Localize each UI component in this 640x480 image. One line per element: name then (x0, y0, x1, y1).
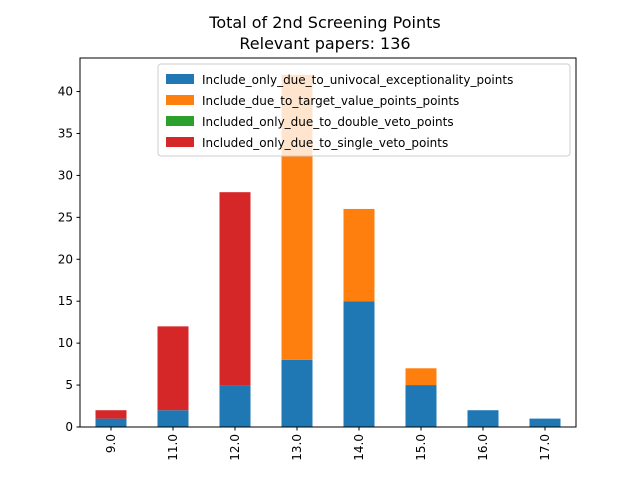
y-tick-label-1: 5 (65, 378, 73, 392)
bar-s1-5 (405, 368, 437, 386)
bar-s0-0 (95, 418, 127, 427)
y-tick-label-8: 40 (58, 85, 73, 99)
bar-s0-4 (343, 301, 375, 427)
plot-frame (79, 57, 577, 428)
legend-swatch-2 (166, 116, 194, 126)
y-tick-label-3: 15 (58, 294, 73, 308)
bar-s0-7 (529, 418, 561, 427)
legend-box (157, 63, 571, 157)
legend-label-0: Include_only_due_to_univocal_exceptional… (202, 73, 513, 87)
bar-s3-1 (157, 326, 189, 411)
legend-label-1: Include_due_to_target_value_points_point… (202, 94, 459, 108)
bar-s3-0 (95, 410, 127, 419)
legend-swatch-0 (166, 74, 194, 84)
bar-s0-3 (281, 359, 313, 427)
x-tick-label-7: 17.0 (538, 434, 552, 461)
legend-swatch-1 (166, 95, 194, 105)
y-tick-label-2: 10 (58, 336, 73, 350)
x-tick-label-4: 14.0 (352, 434, 366, 461)
y-axis: 0 5 10 15 20 25 30 35 40 (58, 85, 80, 434)
x-axis: 9.0 11.0 12.0 13.0 14.0 15.0 16.0 17.0 (104, 427, 552, 461)
x-tick-label-3: 13.0 (290, 434, 304, 461)
bars-group (95, 74, 561, 427)
x-tick-label-5: 15.0 (414, 434, 428, 461)
x-tick-label-1: 11.0 (166, 434, 180, 461)
bar-s0-5 (405, 385, 437, 427)
x-tick-label-6: 16.0 (476, 434, 490, 461)
x-tick-label-2: 12.0 (228, 434, 242, 461)
y-tick-label-6: 30 (58, 168, 73, 182)
bar-s1-4 (343, 208, 375, 302)
chart-title: Total of 2nd Screening Points (208, 13, 440, 32)
chart-subtitle: Relevant papers: 136 (239, 34, 410, 53)
y-tick-label-7: 35 (58, 126, 73, 140)
legend-swatch-3 (166, 137, 194, 147)
legend-label-2: Included_only_due_to_double_veto_points (202, 115, 454, 129)
y-tick-label-4: 20 (58, 252, 73, 266)
bar-s0-1 (157, 410, 189, 427)
x-tick-label-0: 9.0 (104, 434, 118, 453)
bar-s3-2 (219, 192, 251, 386)
bar-s0-6 (467, 410, 499, 427)
y-tick-label-0: 0 (65, 420, 73, 434)
y-tick-label-5: 25 (58, 210, 73, 224)
legend: Include_only_due_to_univocal_exceptional… (157, 63, 571, 157)
legend-label-3: Included_only_due_to_single_veto_points (202, 136, 448, 150)
bar-s0-2 (219, 385, 251, 427)
